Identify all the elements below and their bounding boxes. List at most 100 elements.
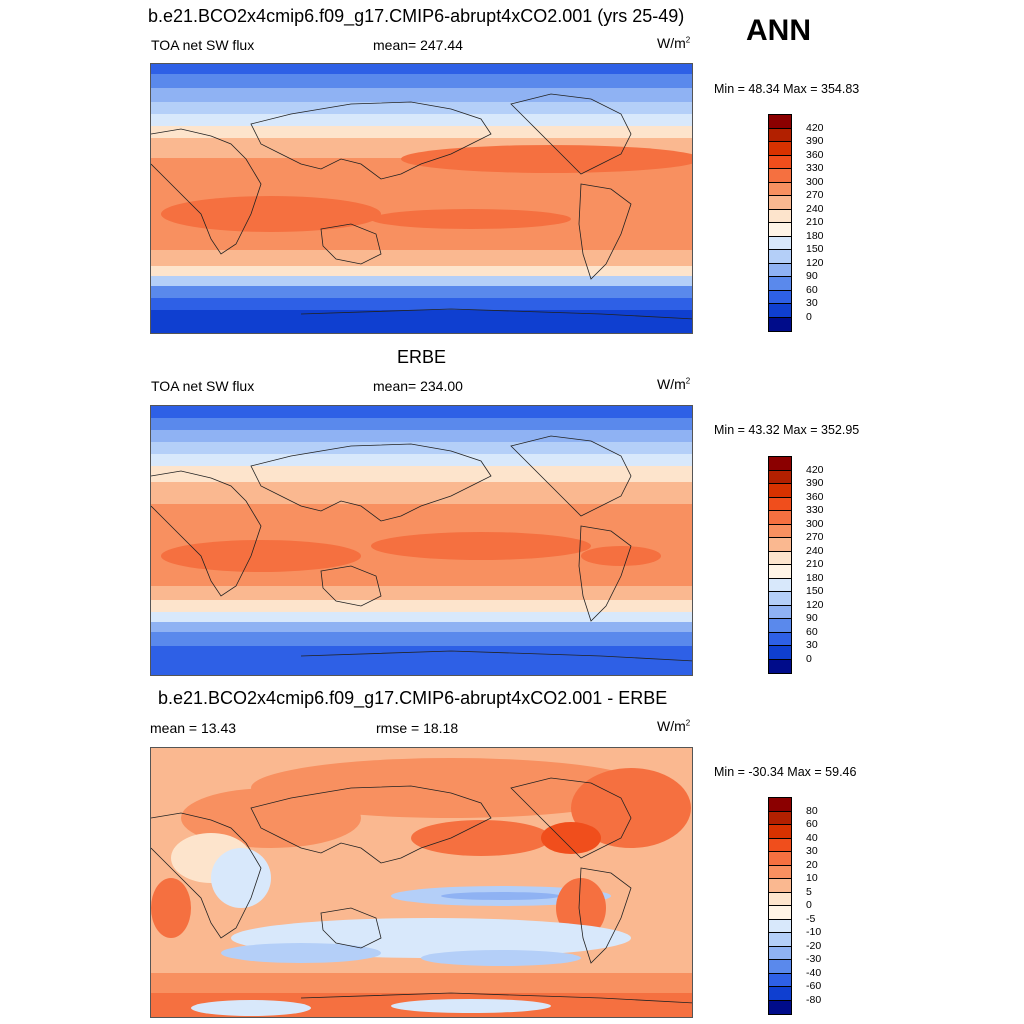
colorbar-swatch [769, 946, 791, 960]
colorbar-tick-label: 210 [806, 558, 824, 570]
colorbar-tick-label: 390 [806, 135, 824, 147]
colorbar-swatch [769, 798, 791, 812]
panel3-colorbar [768, 797, 792, 1015]
colorbar-tick-label: -40 [806, 966, 822, 979]
colorbar-tick-label: 330 [806, 162, 824, 174]
panel3-minmax: Min = -30.34 Max = 59.46 [714, 765, 857, 779]
colorbar-swatch [769, 209, 791, 223]
colorbar-tick-label: 270 [806, 531, 824, 543]
colorbar-tick-label: 60 [806, 283, 818, 296]
colorbar-tick-label: 90 [806, 270, 818, 282]
colorbar-swatch [769, 115, 791, 129]
colorbar-tick-label: 360 [806, 490, 824, 503]
panel2-minmax: Min = 43.32 Max = 352.95 [714, 423, 860, 437]
colorbar-tick-label: 0 [806, 899, 812, 911]
panel2-map [150, 405, 693, 676]
colorbar-swatch [769, 646, 791, 660]
colorbar-tick-label: 150 [806, 585, 824, 597]
colorbar-swatch [769, 973, 791, 987]
panel1-variable: TOA net SW flux [151, 37, 255, 53]
colorbar-swatch [769, 128, 791, 142]
colorbar-tick-label: 240 [806, 202, 824, 215]
panel2-map-svg [151, 406, 692, 675]
colorbar-swatch [769, 142, 791, 156]
colorbar-tick-label: 80 [806, 804, 818, 817]
colorbar-swatch [769, 892, 791, 906]
colorbar-tick-label: 40 [806, 831, 818, 844]
colorbar-tick-label: 270 [806, 189, 824, 201]
colorbar-swatch [769, 578, 791, 592]
colorbar-swatch [769, 538, 791, 552]
season-label: ANN [746, 14, 811, 47]
colorbar-tick-label: 210 [806, 216, 824, 228]
panel3-rmse: rmse = 18.18 [376, 720, 459, 736]
colorbar-swatch [769, 196, 791, 210]
panel2-title: ERBE [397, 347, 447, 367]
colorbar-tick-label: 30 [806, 845, 818, 857]
colorbar-tick-label: -80 [806, 993, 822, 1006]
colorbar-swatch [769, 852, 791, 866]
colorbar-tick-label: -60 [806, 980, 822, 992]
colorbar-swatch [769, 933, 791, 947]
colorbar-tick-label: 0 [806, 310, 812, 323]
colorbar-swatch [769, 565, 791, 579]
colorbar-swatch [769, 290, 791, 304]
colorbar-tick-label: 180 [806, 571, 824, 584]
colorbar-tick-label: 240 [806, 544, 824, 557]
panel1-minmax: Min = 48.34 Max = 354.83 [714, 82, 860, 96]
colorbar-swatch [769, 524, 791, 538]
colorbar-swatch [769, 838, 791, 852]
colorbar-swatch [769, 470, 791, 484]
colorbar-tick-label: -20 [806, 939, 822, 952]
colorbar-swatch [769, 317, 791, 331]
colorbar-swatch [769, 619, 791, 633]
panel3-map-svg [151, 748, 692, 1017]
colorbar-swatch [769, 605, 791, 619]
colorbar-tick-label: 0 [806, 652, 812, 665]
colorbar-swatch [769, 497, 791, 511]
colorbar-tick-label: 420 [806, 121, 824, 134]
colorbar-swatch [769, 987, 791, 1001]
panel1-mean: mean= 247.44 [373, 37, 463, 53]
colorbar-tick-label: 5 [806, 885, 812, 898]
colorbar-tick-label: 180 [806, 229, 824, 242]
colorbar-swatch [769, 457, 791, 471]
colorbar-swatch [769, 632, 791, 646]
colorbar-tick-label: 120 [806, 256, 824, 269]
colorbar-tick-label: 10 [806, 872, 818, 884]
colorbar-tick-label: 20 [806, 858, 818, 871]
colorbar-swatch [769, 825, 791, 839]
panel2-colorbar [768, 456, 792, 674]
colorbar-tick-label: 30 [806, 639, 818, 651]
colorbar-swatch [769, 1000, 791, 1014]
panel1-colorbar [768, 114, 792, 332]
colorbar-swatch [769, 592, 791, 606]
colorbar-swatch [769, 263, 791, 277]
colorbar-swatch [769, 906, 791, 920]
panel3-mean: mean = 13.43 [150, 720, 237, 736]
colorbar-tick-label: 120 [806, 598, 824, 611]
colorbar-swatch [769, 484, 791, 498]
panel1-map-svg [151, 64, 692, 333]
colorbar-swatch [769, 811, 791, 825]
colorbar-tick-label: 300 [806, 517, 824, 530]
colorbar-tick-label: 150 [806, 243, 824, 255]
colorbar-swatch [769, 250, 791, 264]
colorbar-tick-label: 300 [806, 175, 824, 188]
colorbar-tick-label: 360 [806, 148, 824, 161]
panel2-units: W/m2 [657, 376, 691, 392]
colorbar-swatch [769, 919, 791, 933]
colorbar-swatch [769, 304, 791, 318]
colorbar-swatch [769, 155, 791, 169]
panel2-mean: mean= 234.00 [373, 378, 463, 394]
panel3-units: W/m2 [657, 718, 691, 734]
panel1-units: W/m2 [657, 35, 691, 51]
panel2-variable: TOA net SW flux [151, 378, 255, 394]
colorbar-swatch [769, 960, 791, 974]
colorbar-tick-label: 30 [806, 297, 818, 309]
colorbar-tick-label: 60 [806, 625, 818, 638]
colorbar-swatch [769, 511, 791, 525]
panel3-map [150, 747, 693, 1018]
colorbar-tick-label: 390 [806, 477, 824, 489]
colorbar-swatch [769, 182, 791, 196]
